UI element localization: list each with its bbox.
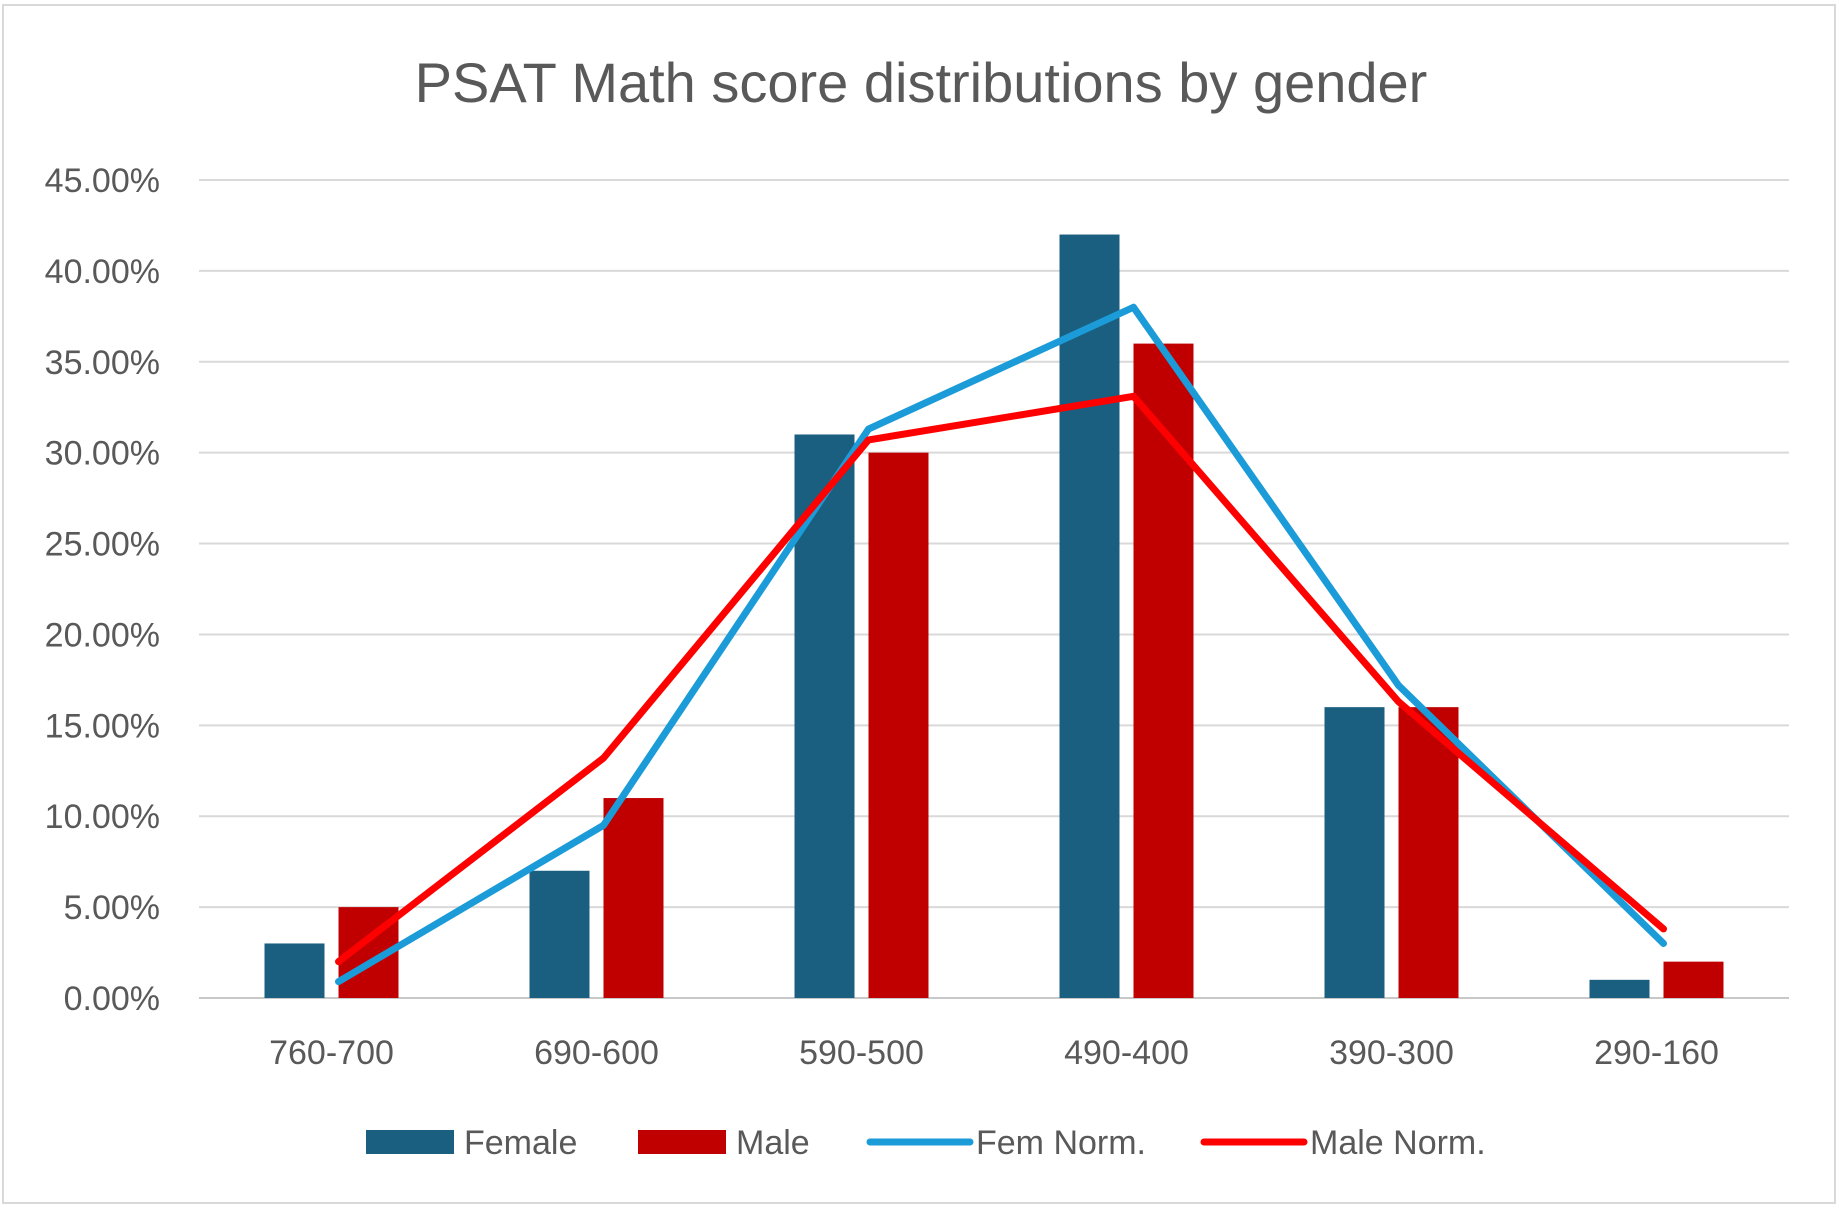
line-male-norm-	[335, 392, 1667, 966]
y-tick-label: 15.00%	[45, 707, 160, 745]
legend-label-male: Male	[736, 1124, 810, 1162]
chart-frame: PSAT Math score distributions by gender …	[2, 4, 1836, 1204]
y-tick-label: 30.00%	[45, 435, 160, 473]
y-tick-label: 45.00%	[45, 162, 160, 200]
bar-female	[529, 870, 590, 998]
bar-male	[1133, 343, 1194, 999]
bar-female	[1589, 979, 1650, 998]
x-tick-label: 590-500	[799, 1034, 924, 1072]
legend-label-male-norm-: Male Norm.	[1310, 1124, 1486, 1162]
line-fem-norm-	[335, 303, 1667, 986]
bar-female	[1059, 234, 1120, 999]
x-tick-label: 490-400	[1064, 1034, 1189, 1072]
legend-label-fem-norm-: Fem Norm.	[976, 1124, 1146, 1162]
x-tick-label: 760-700	[269, 1034, 394, 1072]
x-tick-label: 690-600	[534, 1034, 659, 1072]
legend-swatch-male	[638, 1130, 726, 1154]
bar-female	[264, 943, 325, 998]
y-tick-label: 40.00%	[45, 253, 160, 291]
bar-male	[603, 798, 664, 998]
chart-title: PSAT Math score distributions by gender	[414, 51, 1428, 114]
y-tick-label: 5.00%	[64, 889, 160, 927]
y-tick-label: 25.00%	[45, 526, 160, 564]
bar-male	[1663, 961, 1724, 998]
x-tick-label: 390-300	[1329, 1034, 1454, 1072]
y-tick-label: 20.00%	[45, 616, 160, 654]
bar-male	[1398, 707, 1459, 998]
chart-svg: 0.00% 5.00% 10.00% 15.00% 20.00% 25.00% 30.00%…	[45, 162, 1789, 1162]
legend-swatch-female	[366, 1130, 454, 1154]
bar-male	[868, 452, 929, 999]
legend-label-female: Female	[464, 1124, 577, 1162]
y-tick-label: 0.00%	[64, 980, 160, 1018]
bar-female	[1324, 707, 1385, 998]
y-tick-label: 35.00%	[45, 344, 160, 382]
x-tick-label: 290-160	[1594, 1034, 1719, 1072]
y-tick-label: 10.00%	[45, 798, 160, 836]
